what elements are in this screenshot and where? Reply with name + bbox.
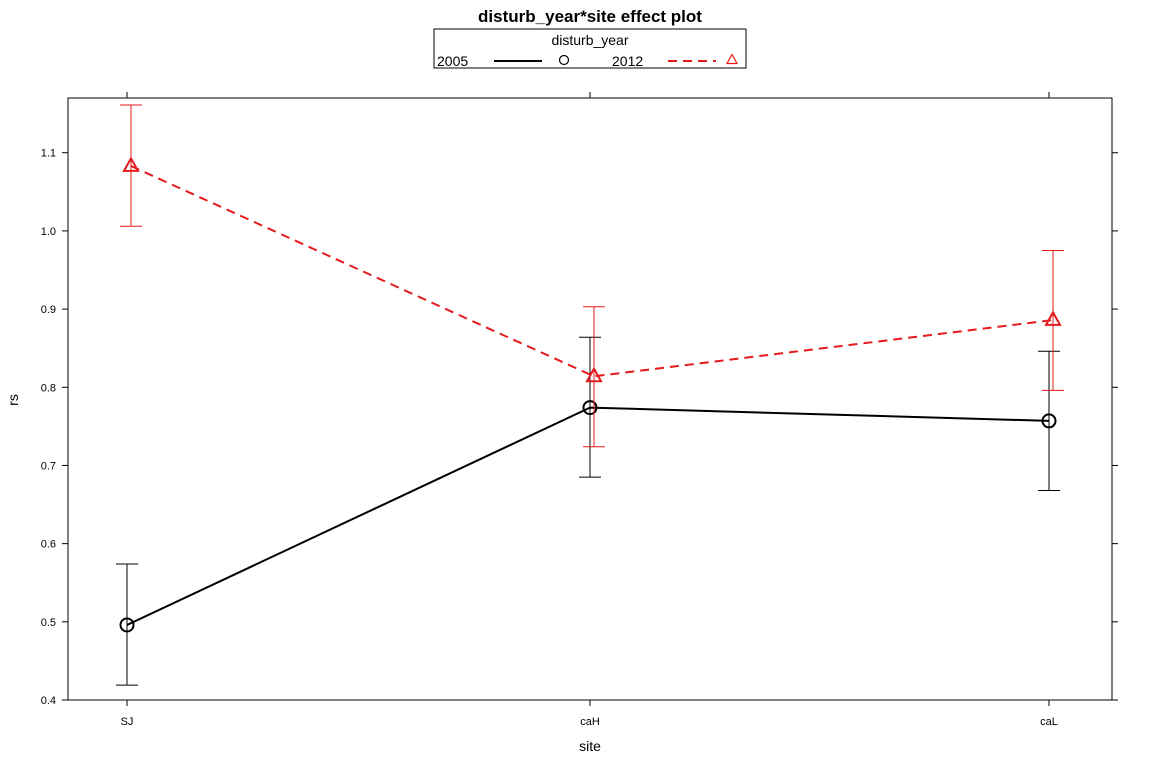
x-tick-label: caL [1040, 716, 1058, 728]
axes: 0.4 0.5 0.6 0.7 0.8 0.9 1.0 1.1 SJ caH caL [41, 92, 1118, 728]
legend-label: 2012 [612, 53, 643, 69]
legend-box [433, 28, 747, 69]
series-layer [116, 104, 1064, 686]
legend-label: 2005 [437, 53, 468, 69]
y-tick-label: 1.0 [41, 226, 56, 238]
chart-title: disturb_year*site effect plot [478, 7, 702, 26]
triangle-marker [1044, 310, 1062, 326]
legend-title: disturb_year [551, 32, 628, 48]
y-tick-label: 0.9 [41, 304, 56, 316]
series-2005 [116, 336, 1060, 686]
circle-marker [558, 54, 570, 66]
y-axis-label: rs [5, 394, 21, 406]
y-tick-label: 0.7 [41, 460, 56, 472]
y-tick-label: 0.5 [41, 617, 56, 629]
y-tick-label: 0.4 [41, 695, 56, 707]
circle-marker [582, 400, 598, 416]
x-tick-label: SJ [121, 716, 134, 728]
triangle-marker [725, 53, 739, 65]
circle-marker [1041, 413, 1057, 429]
y-tick-label: 0.8 [41, 382, 56, 394]
legend: disturb_year 2005 2012 [433, 28, 747, 69]
series-line [130, 165, 1054, 378]
circle-marker [119, 617, 135, 633]
triangle-marker [585, 366, 603, 383]
x-axis-label: site [579, 738, 601, 754]
y-tick-label: 0.6 [41, 539, 56, 551]
triangle-marker [122, 156, 140, 172]
series-line [126, 406, 1050, 626]
series-2012 [120, 104, 1064, 448]
x-tick-label: caH [580, 716, 600, 728]
y-tick-label: 1.1 [41, 148, 56, 160]
